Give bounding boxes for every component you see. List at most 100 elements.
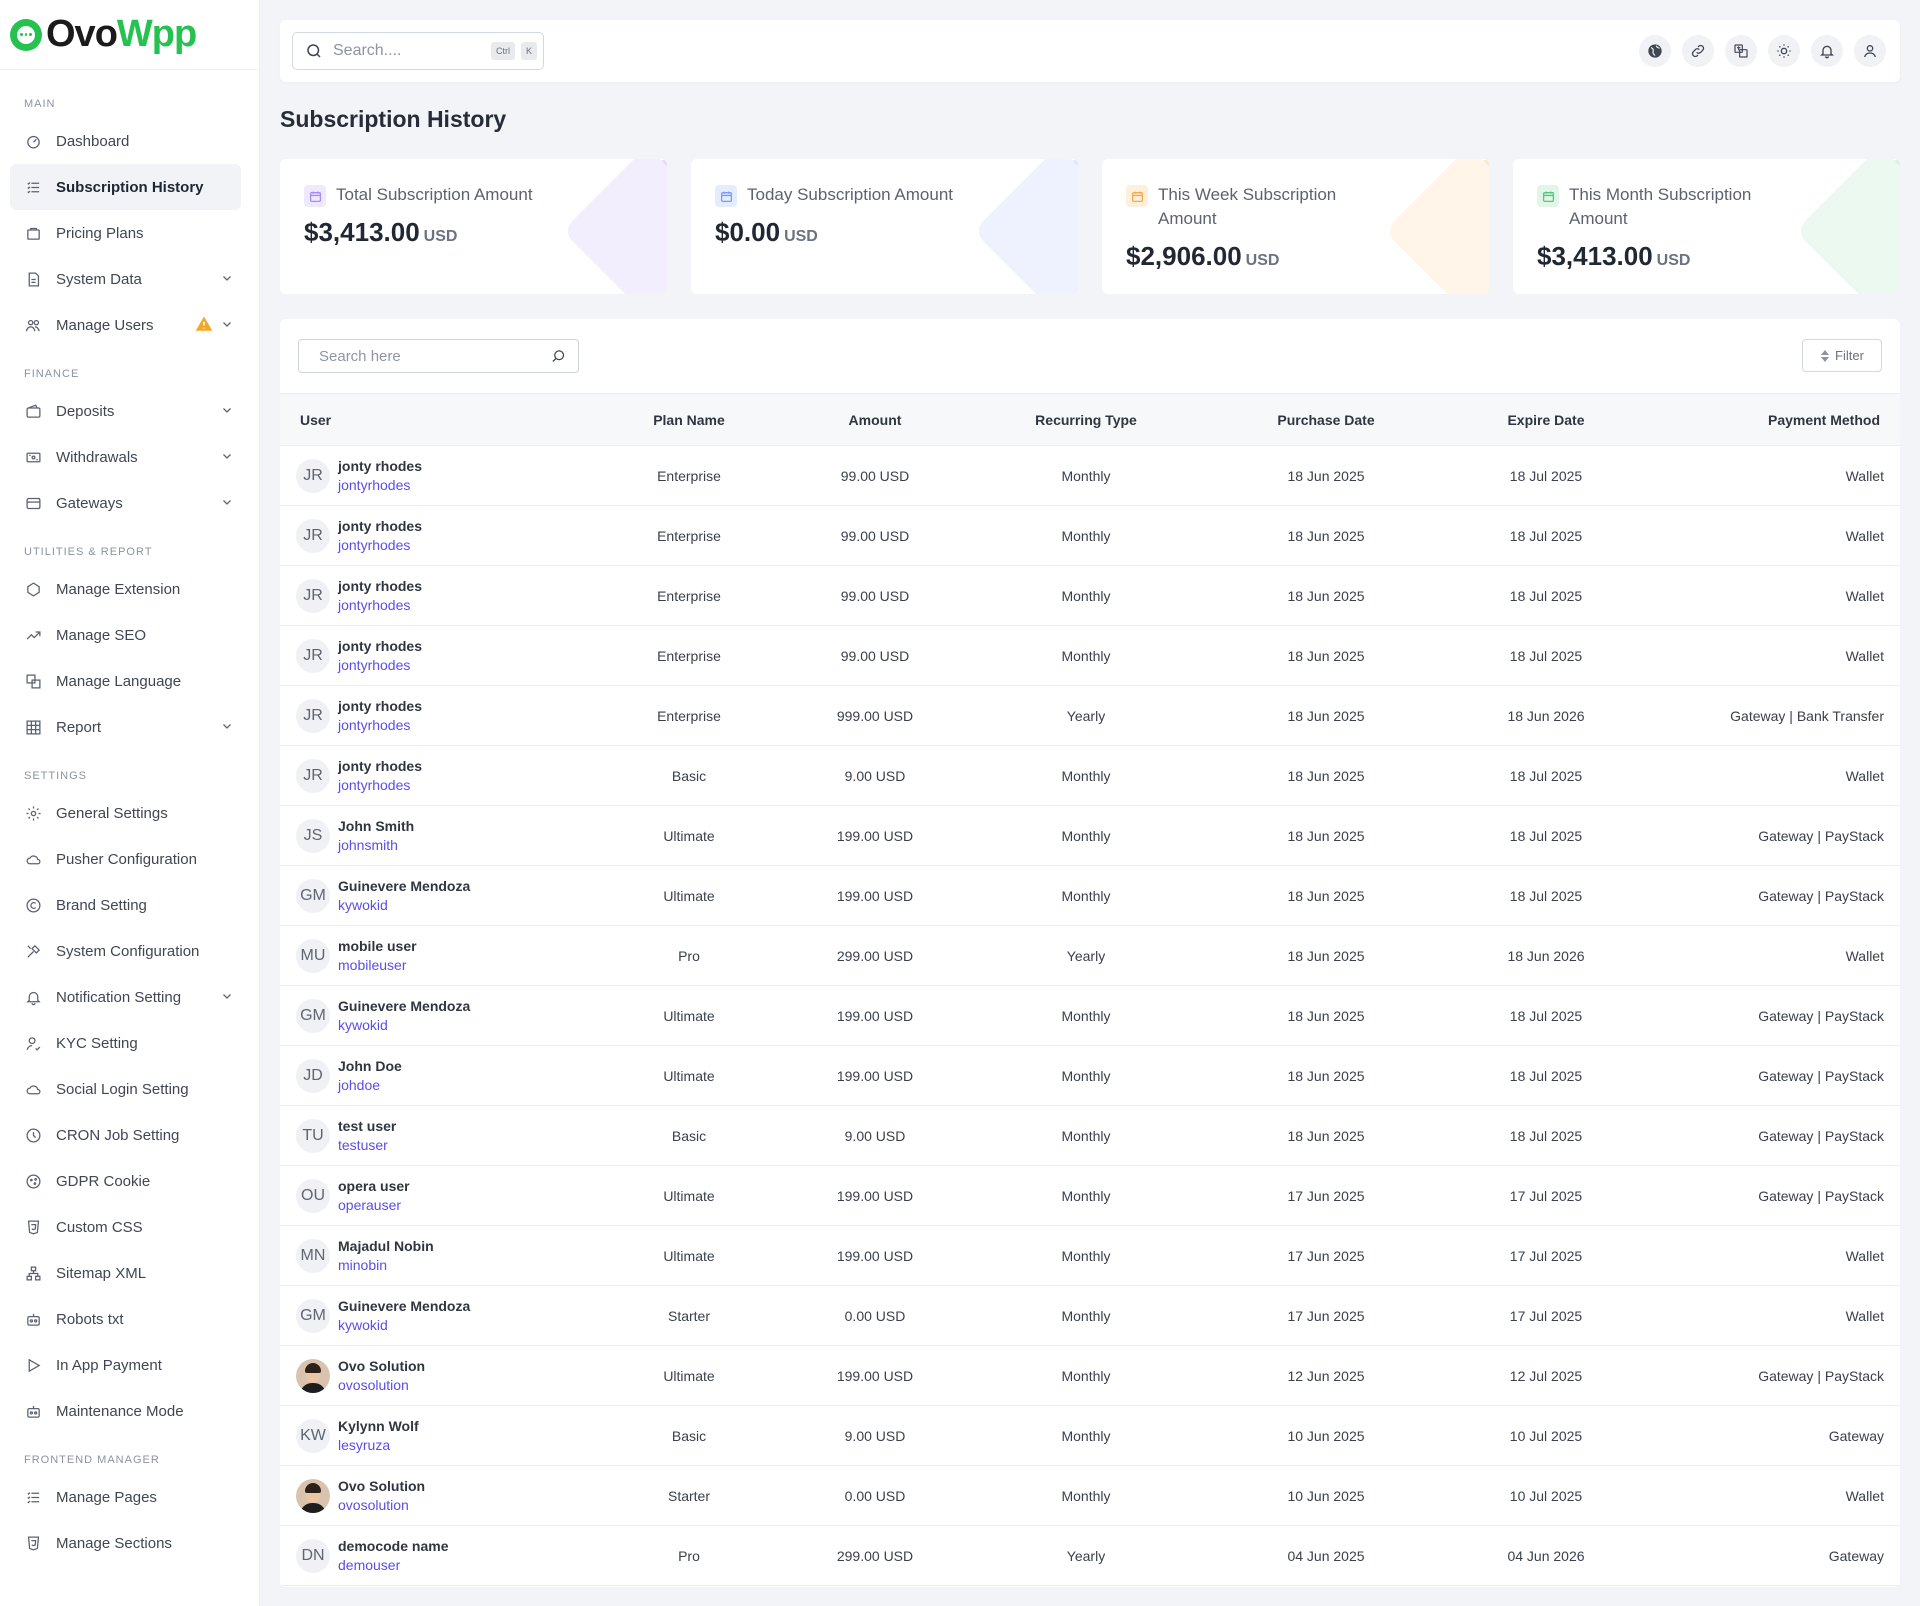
sidebar-item-gateways[interactable]: Gateways — [10, 480, 241, 526]
sidebar-item-brand-setting[interactable]: Brand Setting — [10, 882, 241, 928]
user-handle-link[interactable]: johnsmith — [338, 836, 398, 853]
user-handle-link[interactable]: jontyrhodes — [338, 596, 411, 613]
sidebar-item-label: Gateways — [56, 494, 123, 512]
calendar-icon — [715, 185, 737, 207]
cell-plan: Ultimate — [663, 827, 715, 844]
sidebar-item-subscription-history[interactable]: Subscription History — [10, 164, 241, 210]
sidebar-item-in-app-payment[interactable]: In App Payment — [10, 1342, 241, 1388]
brand-logo[interactable]: OvoWpp — [0, 0, 259, 70]
column-header[interactable]: Purchase Date — [1277, 411, 1375, 428]
user-handle-link[interactable]: kywokid — [338, 1016, 388, 1033]
sidebar-item-gdpr-cookie[interactable]: GDPR Cookie — [10, 1158, 241, 1204]
sidebar-item-manage-pages[interactable]: Manage Pages — [10, 1474, 241, 1520]
globe-icon[interactable] — [1639, 35, 1671, 67]
cell-user: KW Kylynn Wolf lesyruza — [280, 1406, 600, 1466]
cell-expire-date: 17 Jul 2025 — [1509, 1247, 1583, 1264]
table-row: MU mobile user mobileuser Pro 299.00 USD… — [280, 926, 1900, 986]
filter-label: Filter — [1835, 348, 1864, 363]
cloud-icon — [24, 850, 42, 868]
sidebar-item-maintenance-mode[interactable]: Maintenance Mode — [10, 1388, 241, 1434]
sidebar-item-label: KYC Setting — [56, 1034, 138, 1052]
user-handle-link[interactable]: ovosolution — [338, 1496, 409, 1513]
chevron-down-icon[interactable] — [221, 719, 233, 736]
cell-user: GM Guinevere Mendoza kywokid — [280, 866, 600, 926]
cell-payment-method: Wallet — [1845, 947, 1884, 964]
cell-payment-method: Gateway | PayStack — [1758, 1127, 1884, 1144]
sidebar-item-cron-job-setting[interactable]: CRON Job Setting — [10, 1112, 241, 1158]
sidebar-item-dashboard[interactable]: Dashboard — [10, 118, 241, 164]
sun-icon[interactable] — [1768, 35, 1800, 67]
bell-icon[interactable] — [1811, 35, 1843, 67]
sidebar-item-label: System Configuration — [56, 942, 200, 960]
user-handle-link[interactable]: lesyruza — [338, 1436, 391, 1453]
sidebar-item-manage-seo[interactable]: Manage SEO — [10, 612, 241, 658]
chevron-down-icon[interactable] — [221, 495, 233, 512]
sidebar-item-general-settings[interactable]: General Settings — [10, 790, 241, 836]
chevron-down-icon[interactable] — [221, 449, 233, 466]
css-icon — [24, 1218, 42, 1236]
user-handle-link[interactable]: operauser — [338, 1196, 402, 1213]
table-row: TU test user testuser Basic 9.00 USD Mon… — [280, 1106, 1900, 1166]
chevron-down-icon[interactable] — [221, 317, 233, 334]
cell-expire-date: 17 Jul 2025 — [1509, 1307, 1583, 1324]
user-icon[interactable] — [1854, 35, 1886, 67]
cell-amount: 99.00 USD — [840, 527, 910, 544]
user-handle-link[interactable]: jontyrhodes — [338, 716, 411, 733]
sidebar-item-system-configuration[interactable]: System Configuration — [10, 928, 241, 974]
avatar: KW — [296, 1418, 330, 1453]
user-handle-link[interactable]: mobileuser — [338, 956, 407, 973]
cell-purchase-date: 04 Jun 2025 — [1287, 1547, 1365, 1564]
user-handle-link[interactable]: jontyrhodes — [338, 476, 411, 493]
chevron-down-icon[interactable] — [221, 989, 233, 1006]
translate-icon[interactable] — [1725, 35, 1757, 67]
column-header[interactable]: User — [300, 411, 332, 428]
user-handle-link[interactable]: testuser — [338, 1136, 388, 1153]
user-handle-link[interactable]: kywokid — [338, 1316, 388, 1333]
cell-recurring: Monthly — [1061, 767, 1111, 784]
column-header[interactable]: Recurring Type — [1035, 411, 1137, 428]
sidebar-item-manage-language[interactable]: Manage Language — [10, 658, 241, 704]
user-handle-link[interactable]: johdoe — [338, 1076, 381, 1093]
user-handle-link[interactable]: demouser — [338, 1556, 401, 1573]
sidebar-item-manage-extension[interactable]: Manage Extension — [10, 566, 241, 612]
cell-payment-method: Wallet — [1845, 767, 1884, 784]
link-icon[interactable] — [1682, 35, 1714, 67]
sidebar-item-deposits[interactable]: Deposits — [10, 388, 241, 434]
sidebar-item-robots-txt[interactable]: Robots txt — [10, 1296, 241, 1342]
table-search-input[interactable]: Search here — [298, 339, 579, 373]
sidebar-item-manage-sections[interactable]: Manage Sections — [10, 1520, 241, 1566]
sidebar-item-pusher-configuration[interactable]: Pusher Configuration — [10, 836, 241, 882]
sidebar-item-withdrawals[interactable]: Withdrawals — [10, 434, 241, 480]
sidebar-item-kyc-setting[interactable]: KYC Setting — [10, 1020, 241, 1066]
sidebar-item-pricing-plans[interactable]: Pricing Plans — [10, 210, 241, 256]
column-header[interactable]: Payment Method — [1767, 411, 1880, 428]
sidebar-item-social-login-setting[interactable]: Social Login Setting — [10, 1066, 241, 1112]
user-handle-link[interactable]: kywokid — [338, 896, 388, 913]
global-search[interactable]: Search.... Ctrl K — [292, 32, 544, 70]
sidebar-item-system-data[interactable]: System Data — [10, 256, 241, 302]
sidebar-item-manage-users[interactable]: Manage Users — [10, 302, 241, 348]
user-handle-link[interactable]: jontyrhodes — [338, 656, 411, 673]
user-handle-link[interactable]: ovosolution — [338, 1376, 409, 1393]
search-icon — [307, 44, 321, 58]
user-handle-link[interactable]: jontyrhodes — [338, 536, 411, 553]
chevron-down-icon[interactable] — [221, 403, 233, 420]
sidebar-item-notification-setting[interactable]: Notification Setting — [10, 974, 241, 1020]
cell-payment-method: Gateway | Bank Transfer — [1730, 707, 1884, 724]
column-header[interactable]: Plan Name — [653, 411, 725, 428]
chevron-down-icon[interactable] — [221, 271, 233, 288]
topbar-actions — [1639, 35, 1886, 67]
table-body: JR jonty rhodes jontyrhodes Enterprise 9… — [280, 446, 1900, 1586]
sidebar-item-sitemap-xml[interactable]: Sitemap XML — [10, 1250, 241, 1296]
filter-button[interactable]: Filter — [1802, 339, 1882, 372]
trend-icon — [24, 626, 42, 644]
search-icon[interactable] — [551, 349, 566, 364]
cell-payment-method: Wallet — [1845, 587, 1884, 604]
user-handle-link[interactable]: jontyrhodes — [338, 776, 411, 793]
column-header[interactable]: Expire Date — [1507, 411, 1585, 428]
sidebar-item-report[interactable]: Report — [10, 704, 241, 750]
sidebar-item-custom-css[interactable]: Custom CSS — [10, 1204, 241, 1250]
user-handle-link[interactable]: minobin — [338, 1256, 388, 1273]
column-header[interactable]: Amount — [848, 411, 902, 428]
copyright-icon — [24, 896, 42, 914]
